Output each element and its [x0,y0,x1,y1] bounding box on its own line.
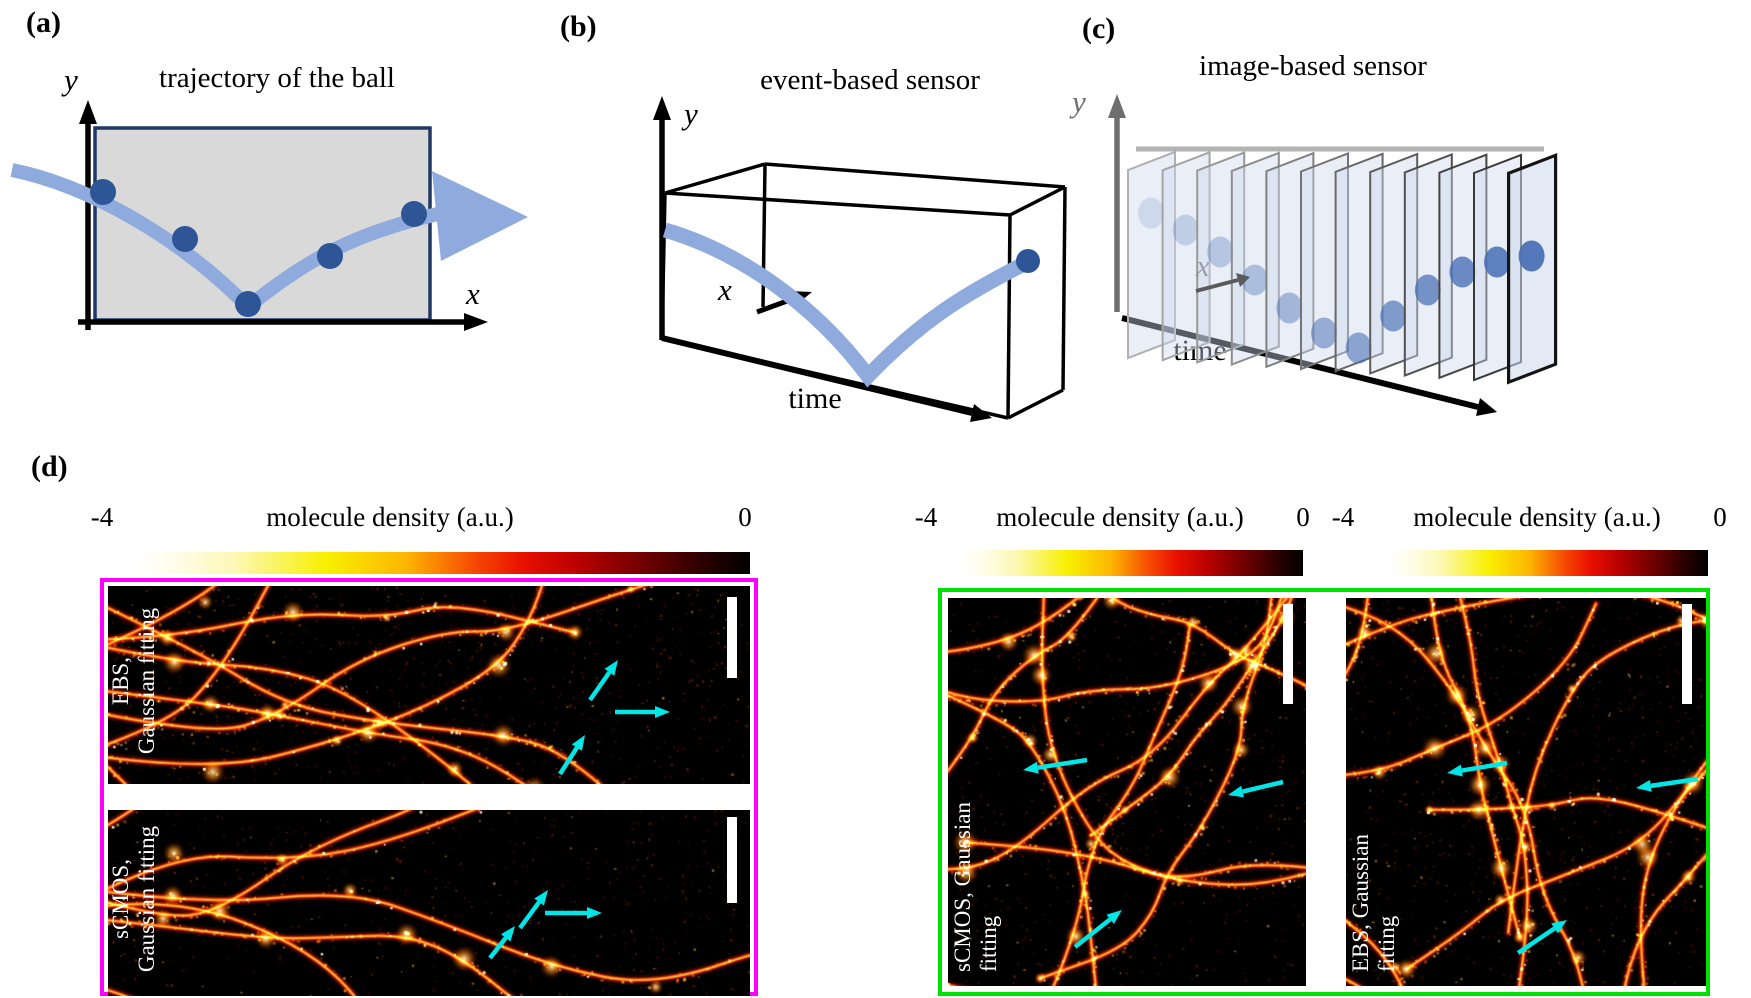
colorbar-max-label: 0 [1713,502,1727,532]
panel-a-diagram [10,100,528,331]
c-x-axis-arrowhead [1236,273,1250,287]
colorbar-min-label: -4 [914,502,938,532]
panel-b-x-label: x [718,272,732,307]
c-y-axis-arrowhead [1108,94,1126,118]
colorbar-title: molecule density (a.u.) [266,502,514,532]
colorbar-max-label: 0 [738,502,752,532]
panel-c-y-label: y [1072,84,1086,119]
colorbar-max-label: 0 [1296,502,1310,532]
smlm-image-ebs-gaussian [108,586,750,784]
panel-a-x-label: x [466,276,480,311]
scale-bar [727,817,737,903]
a-x-axis-arrowhead [464,313,488,331]
panel-a-y-label: y [64,62,78,97]
panel-tag-b: (b) [560,10,597,43]
panel-b-title: event-based sensor [760,64,980,96]
panel-d-right-group [938,588,1710,996]
panel-c-time-label: time [1173,334,1227,367]
b-x-axis [756,294,799,315]
colorbar-title: molecule density (a.u.) [1413,502,1661,532]
b-y-axis-arrowhead [653,96,671,120]
colorbar-gradient [962,550,1303,576]
panel-b-diagram [653,96,1067,422]
colorbar-title: molecule density (a.u.) [996,502,1244,532]
b-time-axis-arrowhead [970,404,992,422]
panel-c-title: image-based sensor [1199,50,1427,82]
colorbar-min-label: -4 [90,502,114,532]
trajectory-arrowhead [432,171,528,261]
a-y-axis-arrowhead [79,100,97,124]
panel-b-y-label: y [684,96,698,131]
smlm-image-ebs-gaussian-2 [1346,598,1706,986]
b-x-axis-arrowhead [789,291,812,306]
image-label-ebs-gaussian: EBS, Gaussian fitting [108,607,159,755]
b-trajectory-end-dot [1016,249,1040,273]
panel-tag-c: (c) [1082,12,1116,45]
panel-tag-a: (a) [26,6,61,39]
panel-d-left-group [100,578,758,996]
c-time-axis-arrowhead [1476,398,1497,416]
image-label-ebs-gaussian-2: EBS, Gaussian fitting [1348,834,1399,972]
ball-trajectory [10,163,444,317]
sensor-plane-rect [93,126,432,322]
scale-bar [727,597,737,678]
trajectory-dots [90,179,427,317]
panel-c-x-label: x [1196,248,1210,283]
image-label-scmos-gaussian-2: sCMOS, Gaussian fitting [950,802,1001,972]
colorbar-gradient [1390,550,1708,576]
b-axes [659,112,973,416]
colorbar-min-label: -4 [1331,502,1355,532]
image-label-scmos-gaussian: sCMOS, Gaussian fitting [108,825,159,973]
panel-a-title: trajectory of the ball [159,62,395,94]
scale-bar [1283,604,1293,704]
colorbar-gradient [137,552,750,574]
scale-bar [1682,604,1692,704]
panel-b-time-label: time [788,382,842,415]
smlm-image-scmos-gaussian [108,810,750,996]
panel-tag-d: (d) [31,450,68,483]
